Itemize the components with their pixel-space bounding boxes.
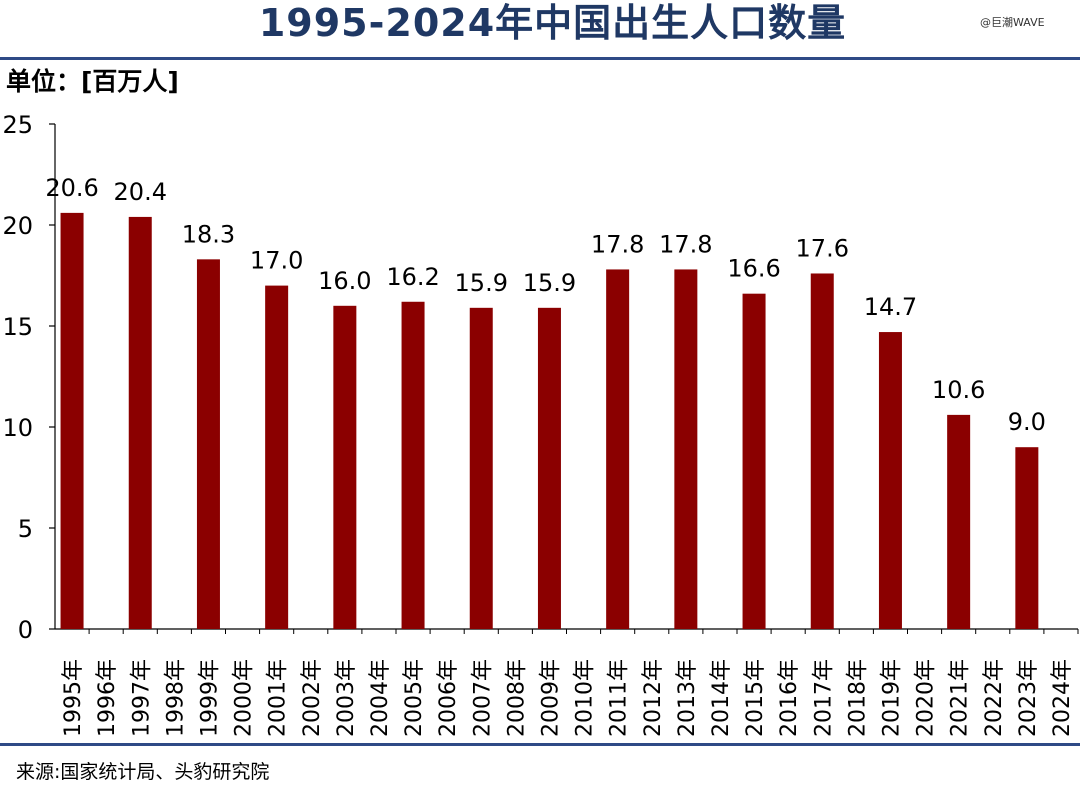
x-tick-label: 2001年 (266, 659, 291, 737)
bar (60, 212, 84, 629)
x-tick-label: 2017年 (811, 659, 836, 737)
source-note: 来源:国家统计局、头豹研究院 (16, 761, 270, 783)
data-label: 20.4 (114, 178, 167, 206)
bar (401, 301, 425, 629)
bar (742, 293, 766, 629)
x-tick-label: 2019年 (879, 659, 904, 737)
x-tick-label: 2016年 (777, 659, 802, 737)
x-tick-label: 1998年 (163, 659, 188, 737)
bar (469, 307, 493, 629)
x-tick-label: 2008年 (504, 659, 529, 737)
data-label: 20.6 (45, 174, 98, 202)
bar (128, 216, 152, 630)
x-tick-label: 1997年 (129, 659, 154, 737)
x-tick-label: 1999年 (197, 659, 222, 737)
y-tick-label: 15 (2, 313, 33, 341)
x-tick-label: 2018年 (845, 659, 870, 737)
data-label: 14.7 (864, 293, 917, 321)
data-label: 9.0 (1008, 408, 1046, 436)
x-tick-label: 2002年 (300, 659, 325, 737)
bar (1015, 447, 1039, 629)
bar (265, 285, 289, 629)
x-tick-label: 2007年 (470, 659, 495, 737)
data-label: 16.0 (318, 267, 371, 295)
data-label: 15.9 (523, 269, 576, 297)
x-tick-label: 1995年 (61, 659, 86, 737)
y-tick-label: 25 (2, 111, 33, 139)
data-label: 18.3 (182, 220, 235, 248)
data-label: 16.2 (386, 263, 439, 291)
x-tick-label: 2000年 (232, 659, 257, 737)
bar (333, 305, 357, 629)
data-label: 15.9 (455, 269, 508, 297)
x-tick-label: 1996年 (95, 659, 120, 737)
chart-title: 1995-2024年中国出生人口数量 (258, 1, 847, 45)
x-tick-label: 2003年 (334, 659, 359, 737)
bar (810, 273, 834, 629)
bar (196, 259, 220, 629)
x-tick-label: 2013年 (675, 659, 700, 737)
x-tick-label: 2020年 (914, 659, 939, 737)
bar (537, 307, 561, 629)
data-label: 16.6 (727, 255, 780, 283)
x-tick-label: 2014年 (709, 659, 734, 737)
bar (606, 269, 630, 629)
data-label: 17.0 (250, 247, 303, 275)
y-tick-label: 5 (18, 515, 33, 543)
data-label: 17.6 (796, 234, 849, 262)
x-tick-label: 2005年 (402, 659, 427, 737)
x-tick-label: 2012年 (641, 659, 666, 737)
x-tick-label: 2021年 (948, 659, 973, 737)
data-label: 17.8 (591, 230, 644, 258)
bar (878, 332, 902, 629)
bar (947, 414, 971, 629)
x-tick-label: 2022年 (982, 659, 1007, 737)
x-tick-label: 2015年 (743, 659, 768, 737)
top-divider (0, 57, 1080, 60)
y-tick-label: 20 (2, 212, 33, 240)
x-tick-label: 2006年 (436, 659, 461, 737)
x-tick-label: 2024年 (1050, 659, 1075, 737)
x-tick-label: 2004年 (368, 659, 393, 737)
x-tick-label: 2009年 (538, 659, 563, 737)
data-label: 17.8 (659, 230, 712, 258)
bottom-divider (0, 743, 1080, 746)
watermark: @巨潮WAVE (980, 16, 1045, 29)
unit-label: 单位：[百万人] (6, 67, 179, 96)
y-tick-label: 10 (2, 414, 33, 442)
bar (674, 269, 698, 629)
data-label: 10.6 (932, 376, 985, 404)
x-tick-label: 2011年 (607, 659, 632, 737)
x-tick-label: 2010年 (573, 659, 598, 737)
y-tick-label: 0 (18, 616, 33, 644)
x-tick-label: 2023年 (1016, 659, 1041, 737)
